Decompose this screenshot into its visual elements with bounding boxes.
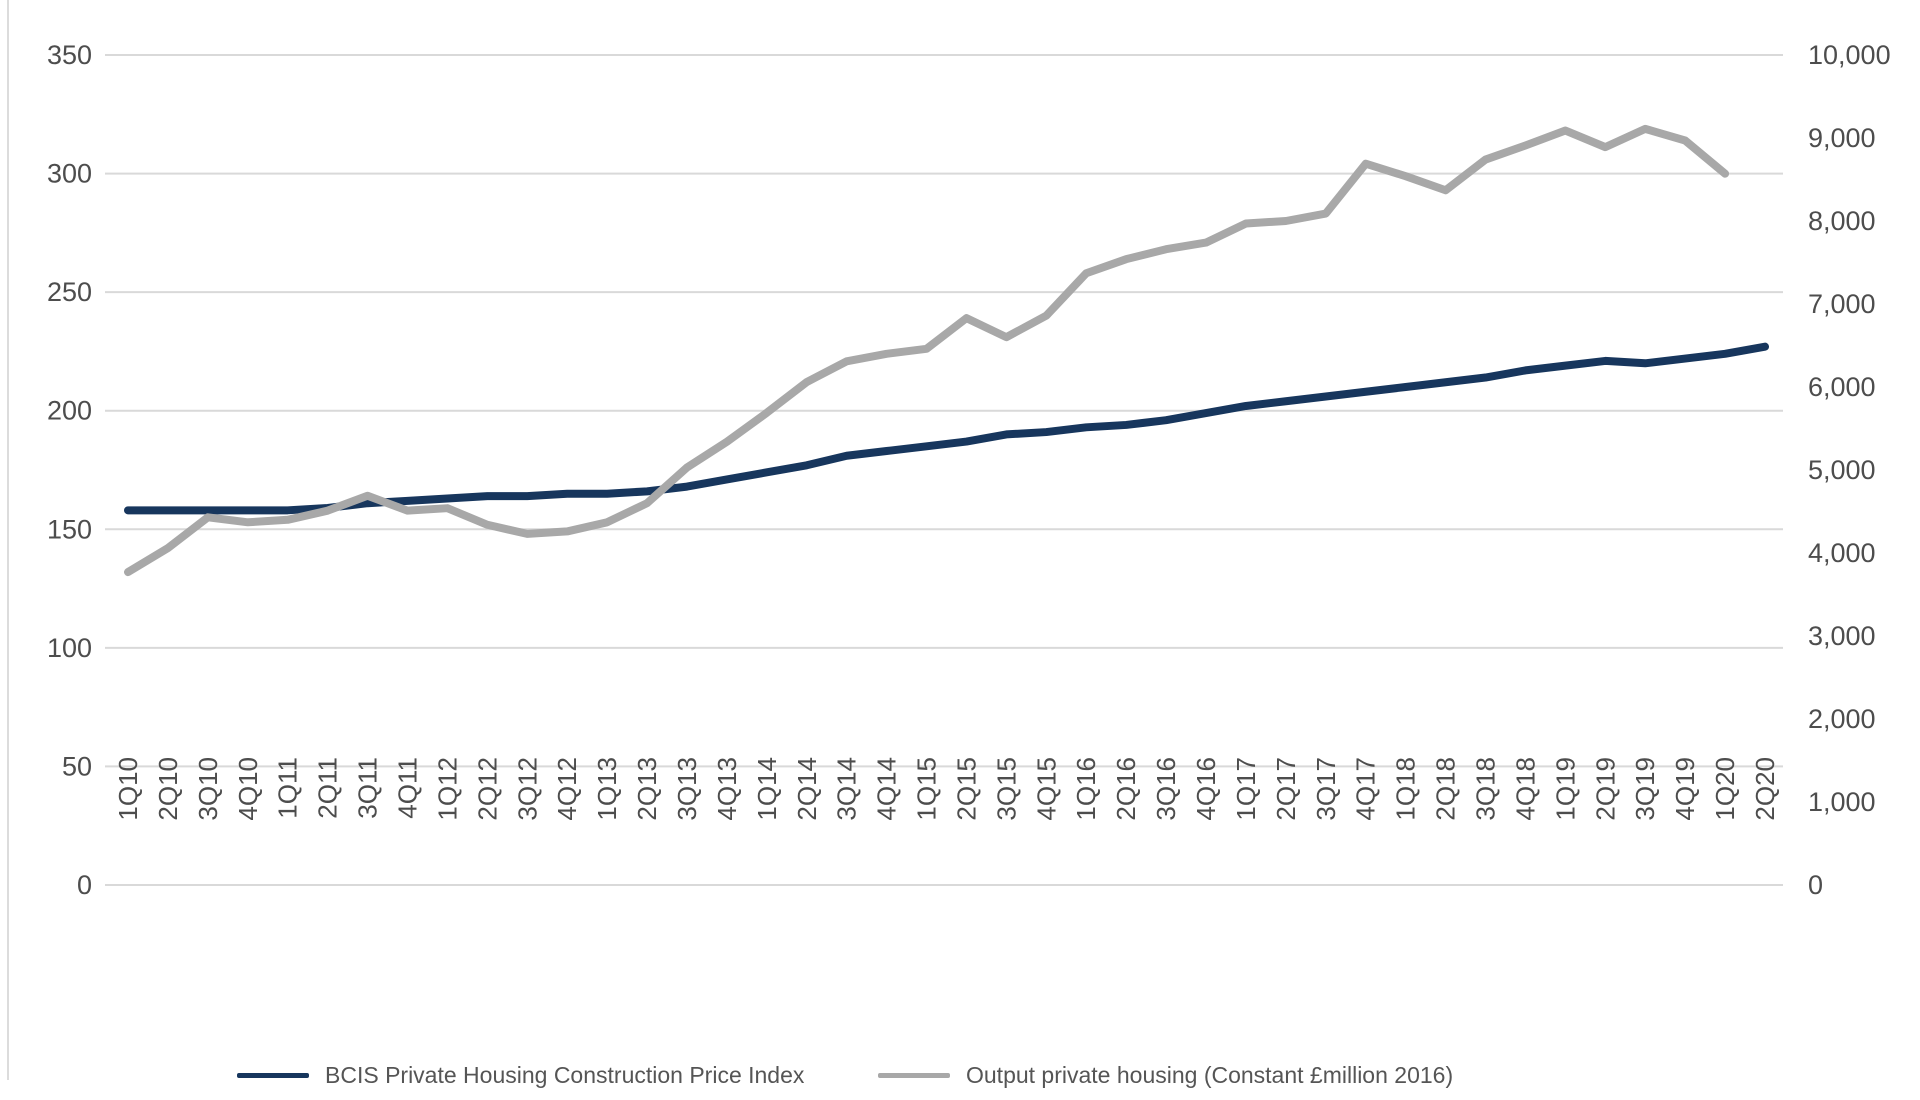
right-axis-tick: 8,000 xyxy=(1808,206,1876,236)
left-axis-tick: 0 xyxy=(77,870,92,900)
x-axis-tick: 1Q11 xyxy=(273,757,303,819)
left-axis-tick: 200 xyxy=(47,396,92,426)
legend-item-output: Output private housing (Constant £millio… xyxy=(878,1060,1453,1087)
x-axis-tick: 4Q18 xyxy=(1510,757,1540,821)
right-axis-tick: 6,000 xyxy=(1808,372,1876,402)
x-axis-tick: 3Q10 xyxy=(193,757,223,821)
x-axis-tick: 2Q19 xyxy=(1590,757,1620,821)
right-axis-tick: 3,000 xyxy=(1808,621,1876,651)
x-axis-tick: 3Q19 xyxy=(1630,757,1660,821)
x-axis-tick: 3Q18 xyxy=(1471,757,1501,821)
legend-item-price-index: BCIS Private Housing Construction Price … xyxy=(237,1060,804,1087)
legend-label-price-index: BCIS Private Housing Construction Price … xyxy=(325,1062,805,1088)
left-axis-tick: 300 xyxy=(47,159,92,189)
x-axis-tick: 4Q11 xyxy=(392,757,422,819)
x-axis-tick: 2Q16 xyxy=(1111,757,1141,821)
right-axis-tick: 0 xyxy=(1808,870,1823,900)
right-axis-tick: 5,000 xyxy=(1808,455,1876,485)
x-axis-tick: 3Q11 xyxy=(353,757,383,819)
x-axis-tick: 4Q19 xyxy=(1670,757,1700,821)
x-axis-tick: 4Q17 xyxy=(1351,757,1381,821)
legend: BCIS Private Housing Construction Price … xyxy=(0,1060,1920,1100)
x-axis-tick: 1Q13 xyxy=(592,757,622,821)
x-axis-tick: 4Q10 xyxy=(233,757,263,821)
left-axis-tick: 350 xyxy=(47,40,92,70)
x-axis-tick: 4Q16 xyxy=(1191,757,1221,821)
x-axis-tick: 2Q18 xyxy=(1431,757,1461,821)
x-axis-tick: 1Q12 xyxy=(432,757,462,821)
x-axis-tick: 4Q13 xyxy=(712,757,742,821)
legend-swatch-price-index xyxy=(237,1073,309,1078)
left-axis-tick: 250 xyxy=(47,277,92,307)
x-axis-tick: 4Q12 xyxy=(552,757,582,821)
x-axis-tick: 2Q17 xyxy=(1271,757,1301,821)
right-axis-tick: 2,000 xyxy=(1808,704,1876,734)
x-axis-tick: 2Q12 xyxy=(472,757,502,821)
x-axis-tick: 3Q14 xyxy=(832,757,862,821)
x-axis-tick: 3Q13 xyxy=(672,757,702,821)
x-axis-tick: 3Q12 xyxy=(512,757,542,821)
right-axis-tick: 7,000 xyxy=(1808,289,1876,319)
x-axis-tick: 2Q11 xyxy=(313,757,343,819)
right-axis-tick: 9,000 xyxy=(1808,123,1876,153)
left-axis-tick: 100 xyxy=(47,633,92,663)
x-axis-tick: 1Q14 xyxy=(752,757,782,821)
x-axis-tick: 2Q20 xyxy=(1750,757,1780,821)
x-axis-tick: 2Q14 xyxy=(792,757,822,821)
left-axis-tick: 50 xyxy=(62,751,92,781)
left-edge-line xyxy=(7,0,9,1080)
legend-label-output: Output private housing (Constant £millio… xyxy=(966,1062,1454,1088)
x-axis-tick: 3Q17 xyxy=(1311,757,1341,821)
x-axis-tick: 2Q15 xyxy=(951,757,981,821)
right-axis-tick: 4,000 xyxy=(1808,538,1876,568)
right-axis-tick: 1,000 xyxy=(1808,787,1876,817)
x-axis-tick: 3Q15 xyxy=(991,757,1021,821)
x-axis-tick: 1Q16 xyxy=(1071,757,1101,821)
x-axis-tick: 1Q19 xyxy=(1550,757,1580,821)
x-axis-tick: 1Q20 xyxy=(1710,757,1740,821)
x-axis-tick: 2Q13 xyxy=(632,757,662,821)
x-axis-tick: 1Q17 xyxy=(1231,757,1261,821)
x-axis-tick: 4Q15 xyxy=(1031,757,1061,821)
series-line-1 xyxy=(124,124,1730,577)
x-axis-tick: 2Q10 xyxy=(153,757,183,821)
x-axis-tick: 1Q18 xyxy=(1391,757,1421,821)
x-axis-tick: 4Q14 xyxy=(872,757,902,821)
right-axis-tick: 10,000 xyxy=(1808,40,1891,70)
left-axis-tick: 150 xyxy=(47,514,92,544)
x-axis-tick: 1Q15 xyxy=(912,757,942,821)
legend-swatch-output xyxy=(878,1073,950,1078)
x-axis-tick: 3Q16 xyxy=(1151,757,1181,821)
x-axis-tick: 1Q10 xyxy=(113,757,143,821)
series-line-0 xyxy=(124,342,1769,515)
